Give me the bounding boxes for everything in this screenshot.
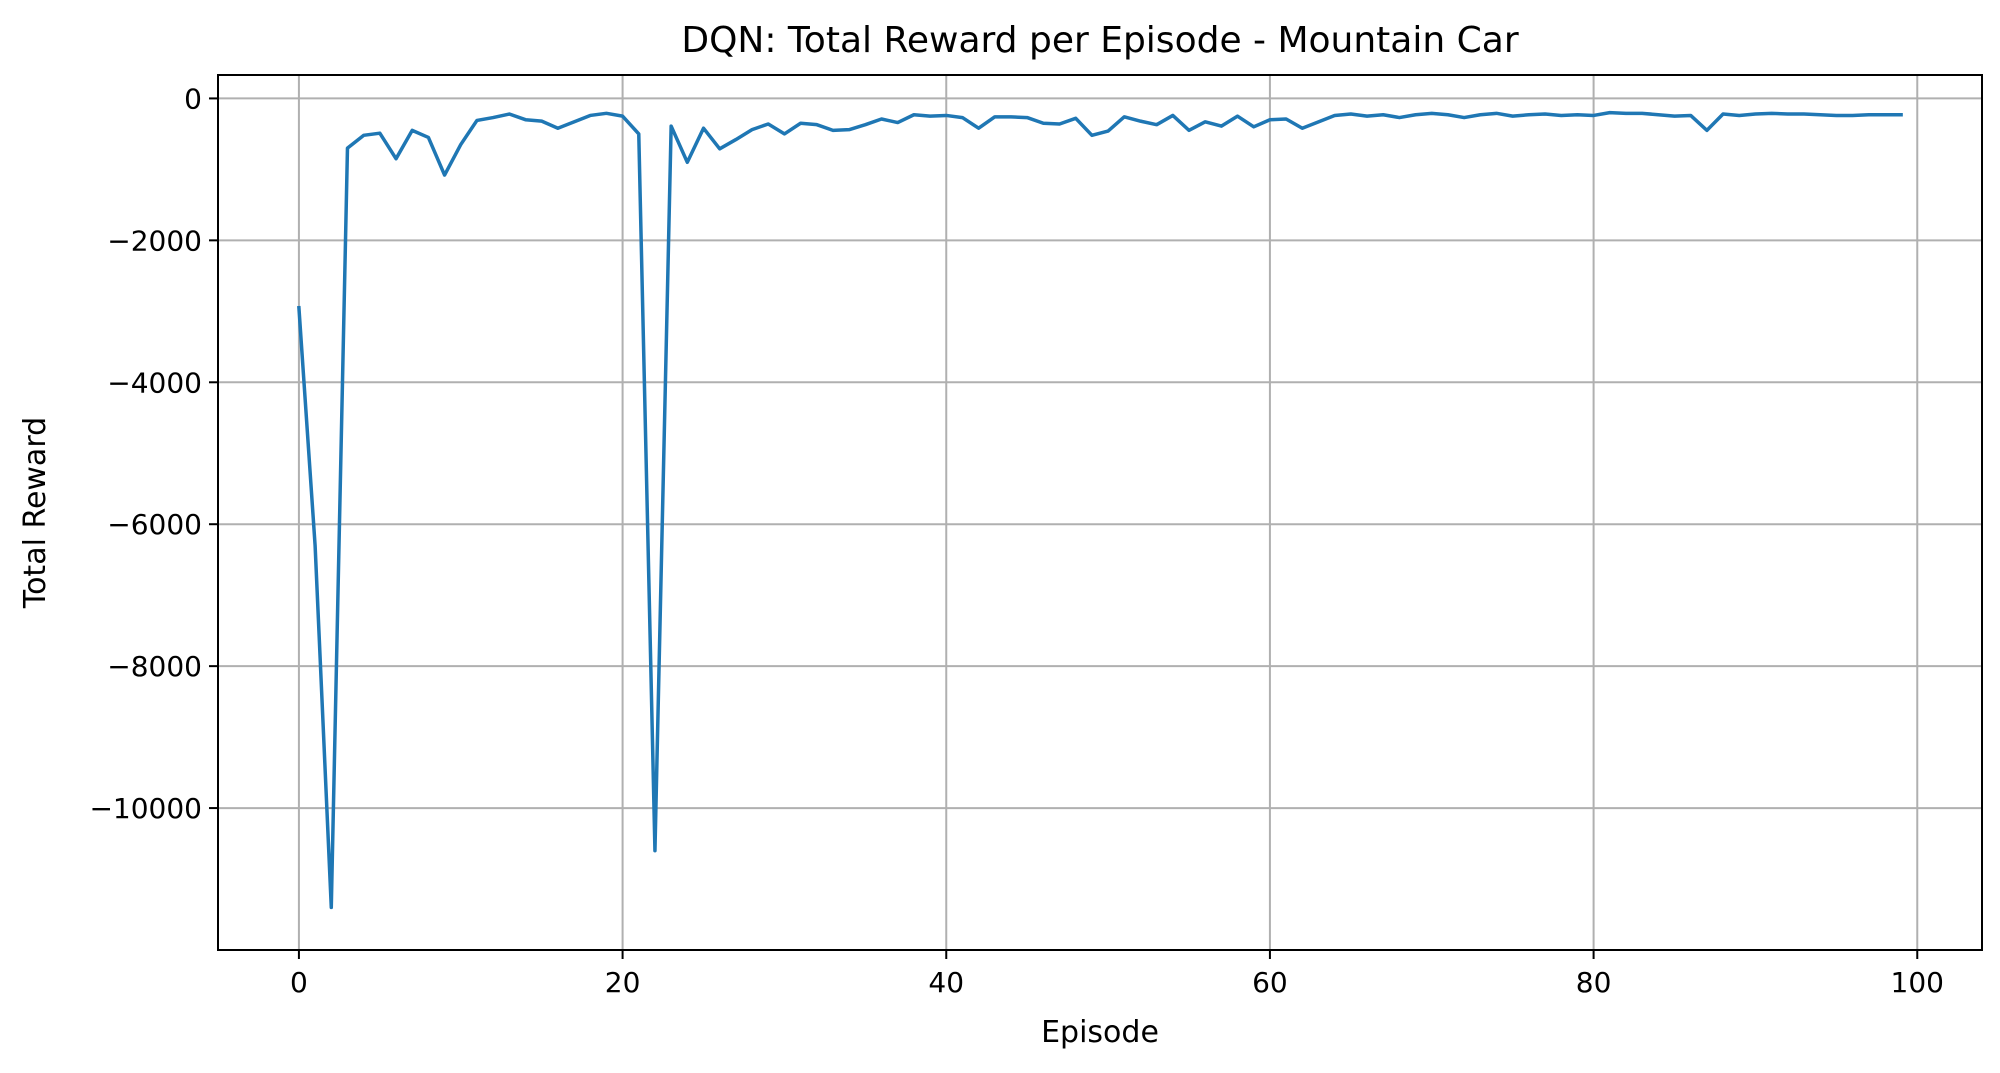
y-tick-label: 0 (184, 82, 202, 115)
y-tick-label: −10000 (89, 792, 202, 825)
x-tick-label: 60 (1252, 966, 1288, 999)
x-tick-label: 20 (605, 966, 641, 999)
series-layer (297, 110, 1903, 910)
x-tick-label: 40 (928, 966, 964, 999)
y-tick-label: −6000 (107, 508, 202, 541)
y-tick-label: −4000 (107, 366, 202, 399)
chart-title: DQN: Total Reward per Episode - Mountain… (681, 20, 1518, 61)
series-line (297, 110, 1903, 910)
y-tick-label: −2000 (107, 224, 202, 257)
x-tick-label: 0 (290, 966, 308, 999)
x-tick-label: 100 (1891, 966, 1944, 999)
x-tick-label: 80 (1576, 966, 1612, 999)
y-tick-label: −8000 (107, 650, 202, 683)
x-axis-label: Episode (1041, 1015, 1159, 1050)
y-axis-label: Total Reward (18, 417, 53, 609)
grid-layer (218, 75, 1982, 950)
plot-frame (217, 74, 1983, 951)
tick-layer: 0 20 40 60 80 100 0 −2000 −4000 −6000 −8000 −10000 (89, 82, 1944, 999)
